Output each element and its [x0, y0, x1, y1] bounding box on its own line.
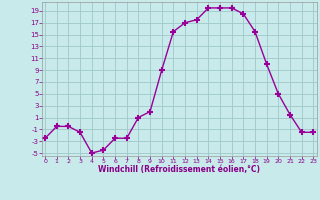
- X-axis label: Windchill (Refroidissement éolien,°C): Windchill (Refroidissement éolien,°C): [98, 165, 260, 174]
